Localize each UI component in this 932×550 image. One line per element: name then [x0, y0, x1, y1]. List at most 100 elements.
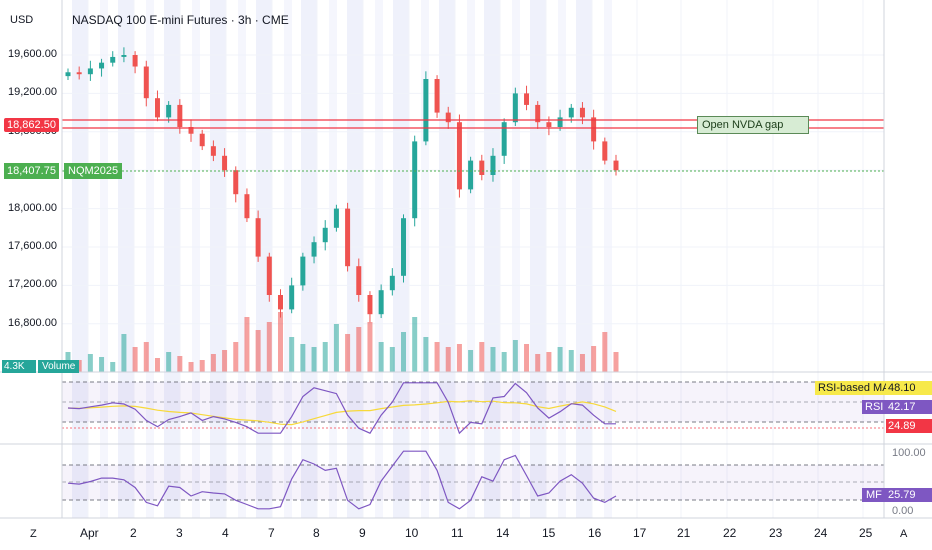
rsi-low-value: 24.89 — [886, 419, 932, 433]
rsi-pane — [62, 381, 884, 435]
time-label: 25 — [859, 526, 873, 540]
log-scale-button[interactable]: Z — [30, 528, 37, 540]
candle-body — [154, 98, 160, 118]
time-label: 23 — [769, 526, 783, 540]
candle-body — [456, 122, 462, 190]
price-tick: 19,200.00 — [8, 86, 57, 99]
time-label: 2 — [130, 526, 137, 540]
mf-label: MF — [862, 488, 886, 502]
session-band — [164, 0, 180, 518]
volume-bar — [378, 342, 384, 372]
volume-bar — [613, 352, 619, 372]
volume-bar — [501, 352, 507, 372]
candle-body — [266, 256, 272, 295]
volume-bar — [266, 322, 272, 372]
candle-body — [378, 290, 384, 315]
gap-level-badge: 18,862.50 — [4, 118, 59, 132]
session-band — [558, 0, 566, 518]
candle-body — [110, 56, 116, 63]
session-band — [576, 0, 592, 518]
volume-bar — [445, 347, 451, 372]
candle-body — [568, 107, 574, 118]
candle-body — [356, 266, 362, 295]
volume-bar — [143, 342, 149, 372]
session-band — [210, 0, 226, 518]
session-band — [439, 0, 455, 518]
session-band — [604, 0, 612, 518]
time-label: 9 — [359, 526, 366, 540]
mf-pane — [62, 450, 884, 510]
candle-body — [557, 117, 563, 127]
candle-body — [76, 72, 82, 75]
volume-bar — [110, 362, 116, 372]
volume-bar — [289, 337, 295, 372]
volume-bar — [345, 334, 351, 372]
volume-bar — [546, 352, 552, 372]
volume-bar — [412, 317, 418, 372]
volume-bar — [199, 360, 205, 372]
session-band — [375, 0, 383, 518]
candle-body — [389, 275, 395, 291]
rsi-value: 42.17 — [886, 400, 932, 414]
candle-body — [121, 55, 127, 57]
candle-body — [166, 104, 172, 118]
currency-label[interactable]: USD — [10, 14, 34, 26]
session-band — [72, 0, 88, 518]
auto-scale-button[interactable]: A — [900, 528, 908, 540]
candle-body — [233, 170, 239, 195]
gap-annotation[interactable]: Open NVDA gap — [697, 116, 809, 134]
time-label: 16 — [588, 526, 602, 540]
time-label: 8 — [313, 526, 320, 540]
volume-bar — [322, 342, 328, 372]
candle-body — [210, 146, 216, 156]
candle-body — [434, 79, 440, 113]
volume-bar — [591, 346, 597, 372]
volume-bar — [300, 344, 306, 372]
session-band — [393, 0, 409, 518]
volume-bar — [602, 332, 608, 372]
candle-body — [87, 68, 93, 75]
time-label: 10 — [405, 526, 419, 540]
chart-title[interactable]: NASDAQ 100 E-mini Futures · 3h · CME — [72, 13, 289, 27]
candle-body — [300, 256, 306, 286]
candle-body — [255, 218, 261, 257]
volume-bar — [188, 362, 194, 372]
volume-bar — [233, 342, 239, 372]
candle-body — [188, 127, 194, 134]
price-tick: 17,600.00 — [8, 240, 57, 252]
volume-bar — [255, 330, 261, 372]
time-label: 14 — [496, 526, 510, 540]
grid-lines — [62, 0, 884, 518]
candle-body — [311, 242, 317, 257]
volume-bar — [524, 344, 530, 372]
session-band — [146, 0, 154, 518]
candle-body — [546, 122, 552, 127]
candle-body — [412, 141, 418, 219]
volume-bar — [512, 340, 518, 372]
volume-bar — [423, 337, 429, 372]
candle-body — [65, 72, 71, 77]
session-band — [192, 0, 200, 518]
candle-body — [367, 295, 373, 315]
price-tick: 17,200.00 — [8, 278, 57, 291]
volume-bar — [468, 350, 474, 372]
volume-bar — [311, 347, 317, 372]
rsi-label: RSI — [862, 400, 887, 414]
candle-body — [345, 208, 351, 267]
volume-bar — [166, 352, 172, 372]
candle-body — [490, 155, 496, 175]
session-band — [467, 0, 475, 518]
mf-bottom-tick: 0.00 — [892, 505, 914, 517]
volume-bar — [490, 347, 496, 372]
volume-label: Volume — [38, 360, 80, 373]
volume-bar — [456, 344, 462, 372]
rsi-ma-label: RSI-based MA — [815, 381, 893, 395]
time-label: 17 — [633, 526, 647, 540]
volume-bar — [557, 347, 563, 372]
volume-bar — [479, 342, 485, 372]
volume-bar — [535, 354, 541, 372]
price-tick: 16,800.00 — [8, 316, 57, 329]
rsi-ma-value: 48.10 — [886, 381, 932, 395]
candle-body — [479, 160, 485, 175]
